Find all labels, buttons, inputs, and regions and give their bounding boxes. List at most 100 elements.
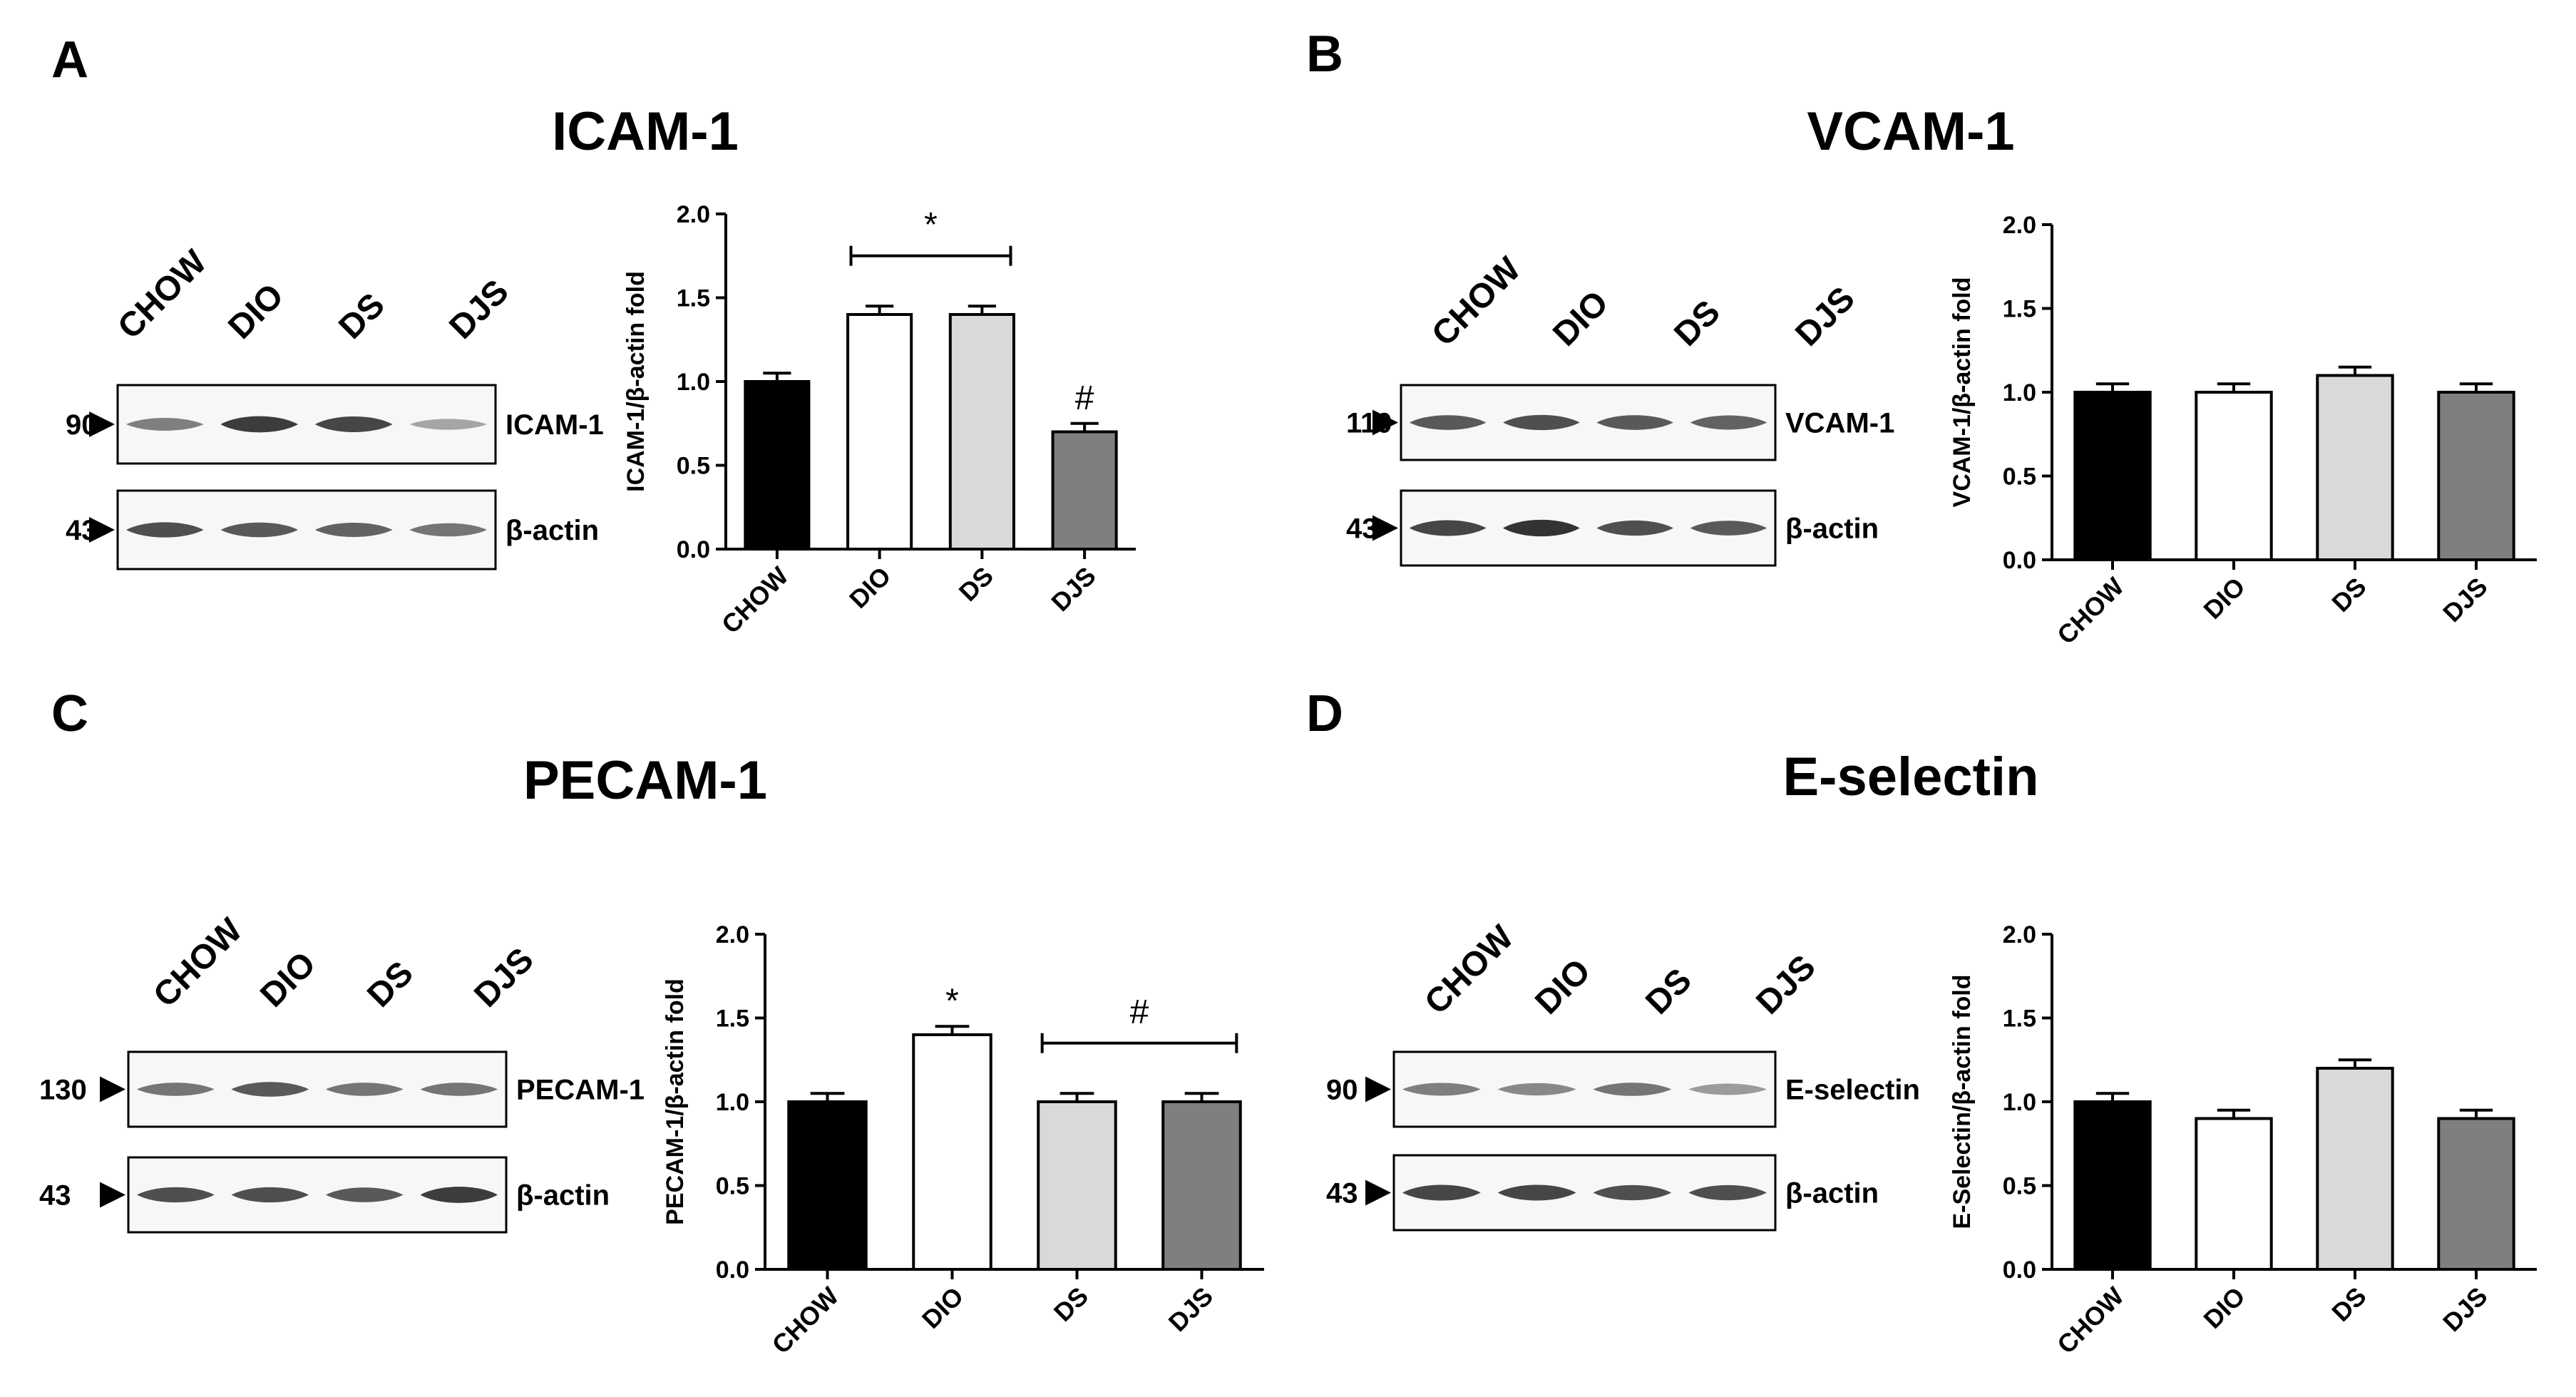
x-tick-label: DIO — [2197, 1281, 2250, 1334]
panel-title: VCAM-1 — [1807, 101, 2014, 162]
bar — [1051, 430, 1118, 551]
bar — [2316, 1067, 2394, 1271]
mw-arrow-icon — [1365, 1076, 1391, 1102]
y-axis-label: PECAM-1/β-actin fold — [662, 978, 689, 1225]
mw-arrow-icon — [1372, 515, 1398, 541]
protein-band — [1593, 1083, 1672, 1096]
protein-band — [220, 522, 299, 538]
lane-label: DS — [1638, 961, 1699, 1022]
mw-marker: 43 — [1326, 1178, 1358, 1209]
protein-band — [409, 419, 488, 430]
protein-band — [1690, 415, 1767, 430]
protein-band — [1402, 1083, 1481, 1096]
mw-arrow-icon — [89, 517, 115, 543]
lane-label: DIO — [1528, 952, 1598, 1022]
protein-band — [1409, 520, 1487, 536]
bar — [2437, 1117, 2515, 1271]
panel-letter: D — [1306, 685, 1343, 742]
bar — [2073, 391, 2152, 561]
x-tick-label: DS — [2326, 572, 2371, 618]
protein-band — [420, 1187, 498, 1203]
band-label: β-actin — [516, 1180, 610, 1212]
lane-label: CHOW — [1417, 918, 1521, 1021]
bar — [2195, 391, 2273, 561]
bar — [912, 1033, 992, 1271]
protein-band — [314, 523, 393, 537]
bar — [846, 313, 913, 551]
y-tick-label: 1.0 — [2003, 379, 2036, 406]
protein-band — [325, 1187, 404, 1202]
band-label: β-actin — [1785, 513, 1879, 545]
mw-marker: 130 — [39, 1075, 87, 1106]
panel-letter: C — [51, 685, 88, 742]
band-label: VCAM-1 — [1785, 408, 1894, 439]
bar — [1037, 1100, 1117, 1271]
lane-label: DS — [332, 286, 392, 347]
significance-marker: # — [1130, 993, 1149, 1031]
x-tick-label: CHOW — [2051, 1281, 2130, 1360]
mw-arrow-icon — [1365, 1179, 1391, 1206]
protein-band — [409, 523, 488, 537]
x-tick-label: CHOW — [766, 1281, 845, 1360]
western-blot: CHOW DIO DS DJS 90 E-selectin 43 β-actin — [1326, 918, 1920, 1232]
lane-label: CHOW — [111, 242, 214, 346]
y-tick-label: 0.5 — [2003, 464, 2036, 491]
significance-marker: # — [1075, 379, 1094, 417]
band-label: PECAM-1 — [516, 1075, 645, 1106]
protein-band — [1688, 1083, 1767, 1095]
band-label: β-actin — [1785, 1178, 1879, 1209]
protein-band — [1497, 1184, 1576, 1201]
bar — [2195, 1117, 2273, 1271]
panel-letter: A — [51, 31, 88, 88]
y-tick-label: 0.5 — [2003, 1173, 2036, 1200]
mw-marker: 43 — [39, 1180, 71, 1212]
band-label: ICAM-1 — [506, 409, 604, 441]
y-tick-label: 0.5 — [716, 1173, 749, 1200]
x-tick-label: DIO — [843, 561, 896, 614]
lane-label: DIO — [253, 945, 323, 1015]
y-tick-label: 1.5 — [2003, 296, 2036, 323]
protein-band — [1402, 1184, 1481, 1201]
panel-letter: B — [1306, 26, 1343, 83]
band-label: E-selectin — [1785, 1075, 1920, 1106]
western-blot: CHOW DIO DS DJS 130 PECAM-1 43 β-actin — [39, 911, 645, 1234]
x-tick-label: DJS — [2437, 1281, 2493, 1338]
mw-marker: 90 — [1326, 1075, 1358, 1106]
y-tick-label: 0.0 — [2003, 547, 2036, 574]
x-tick-label: CHOW — [716, 561, 794, 640]
mw-arrow-icon — [100, 1182, 125, 1208]
y-tick-label: 1.5 — [677, 285, 710, 312]
lane-label: CHOW — [1425, 250, 1528, 353]
lane-label: CHOW — [146, 911, 250, 1014]
panel-title: PECAM-1 — [523, 750, 767, 811]
y-tick-label: 1.0 — [2003, 1089, 2036, 1116]
bar — [948, 313, 1015, 551]
bar-chart: 0.0 0.5 1.0 1.5 2.0 ICAM-1/β-actin fold CHOW DI… — [622, 201, 1136, 639]
protein-band — [220, 416, 299, 433]
y-axis-label: ICAM-1/β-actin fold — [622, 271, 650, 492]
mw-arrow-icon — [1372, 409, 1398, 436]
bar — [787, 1100, 868, 1271]
x-tick-label: DS — [2326, 1281, 2371, 1327]
y-tick-label: 1.0 — [716, 1089, 749, 1116]
y-tick-label: 2.0 — [2003, 921, 2036, 948]
bar — [2073, 1100, 2152, 1271]
protein-band — [325, 1083, 404, 1096]
lane-label: DS — [1667, 293, 1728, 354]
protein-band — [1503, 519, 1580, 537]
lane-label: DIO — [221, 277, 291, 347]
protein-band — [1596, 415, 1673, 430]
y-axis-label: E-Selectin/β-actin fold — [1949, 974, 1976, 1229]
protein-band — [1409, 415, 1487, 430]
protein-band — [1596, 520, 1673, 536]
panel-title: E-selectin — [1782, 747, 2038, 807]
lane-label: DJS — [1788, 280, 1862, 354]
bar-chart: 0.0 0.5 1.0 1.5 2.0 E-Selectin/β-actin fold CH… — [1949, 921, 2537, 1359]
lane-label: DJS — [467, 941, 541, 1015]
x-tick-label: DS — [953, 561, 999, 607]
y-tick-label: 1.5 — [2003, 1005, 2036, 1033]
protein-band — [231, 1187, 309, 1203]
